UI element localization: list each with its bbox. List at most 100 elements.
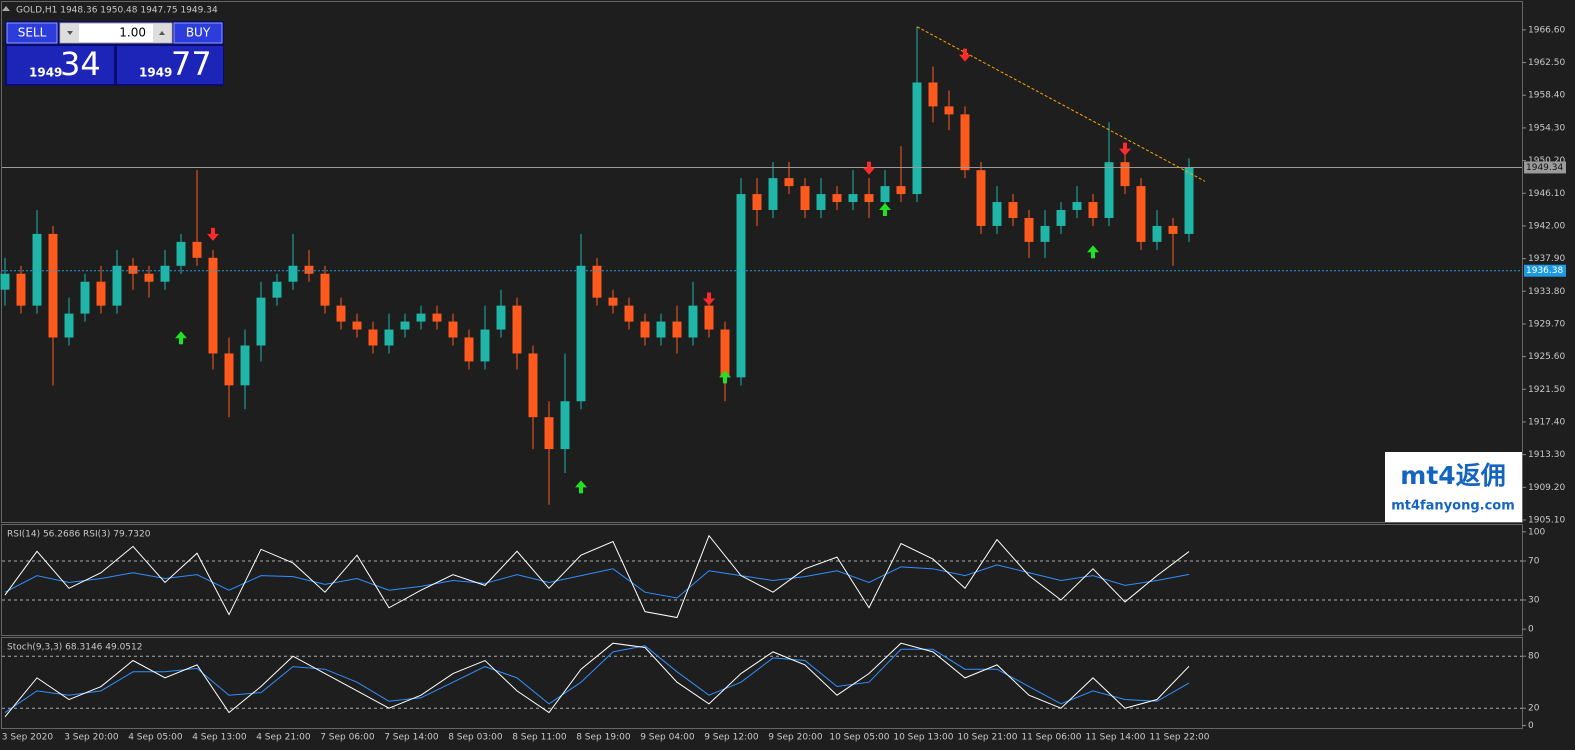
candle-body bbox=[576, 265, 586, 402]
down-arrow bbox=[703, 292, 715, 306]
y-tick-label: 70 bbox=[1528, 557, 1540, 567]
chart-title: GOLD,H1 1948.36 1950.48 1947.75 1949.34 bbox=[16, 6, 218, 16]
y-tick-label: 1966.60 bbox=[1528, 25, 1565, 35]
y-tick-label: 1909.20 bbox=[1528, 483, 1565, 493]
y-tick-label: 30 bbox=[1528, 595, 1540, 605]
x-tick-label: 3 Sep 2020 bbox=[2, 733, 54, 743]
candle-body bbox=[656, 321, 666, 338]
candle-body bbox=[304, 265, 314, 274]
down-arrow bbox=[863, 161, 875, 175]
y-tick-label: 100 bbox=[1528, 527, 1545, 537]
stoch-panel bbox=[1, 637, 1523, 729]
y-tick-label: 1913.30 bbox=[1528, 450, 1565, 460]
candle-body bbox=[432, 313, 442, 322]
candle-body bbox=[1024, 217, 1034, 242]
bid-box[interactable] bbox=[7, 46, 114, 84]
sell-button[interactable] bbox=[6, 22, 58, 44]
level-tag bbox=[1524, 264, 1566, 277]
candle-body bbox=[384, 329, 394, 346]
candle-body bbox=[176, 241, 186, 266]
buy-button[interactable] bbox=[173, 22, 223, 44]
candle-body bbox=[608, 297, 618, 306]
candle-body bbox=[416, 313, 426, 322]
candle-body bbox=[1136, 186, 1146, 242]
y-tick-label: 1925.60 bbox=[1528, 352, 1565, 362]
x-tick-label: 4 Sep 05:00 bbox=[128, 733, 183, 743]
y-tick-label: 1917.40 bbox=[1528, 417, 1565, 427]
candle-body bbox=[640, 321, 650, 338]
candle-body bbox=[704, 305, 714, 330]
y-tick-label: 1954.30 bbox=[1528, 123, 1565, 133]
up-arrow bbox=[575, 480, 587, 494]
candle-body bbox=[816, 194, 826, 210]
candle-body bbox=[16, 273, 26, 306]
down-arrow bbox=[207, 227, 219, 241]
y-tick-label: 1905.10 bbox=[1528, 516, 1565, 526]
candle-body bbox=[448, 321, 458, 338]
y-tick-label: 1962.50 bbox=[1528, 58, 1565, 68]
rsi-panel bbox=[1, 524, 1523, 636]
candle-body bbox=[848, 194, 858, 203]
candle-body bbox=[1008, 202, 1018, 218]
candle-body bbox=[1088, 202, 1098, 218]
up-arrow bbox=[175, 331, 187, 345]
x-tick-label: 9 Sep 20:00 bbox=[768, 733, 823, 743]
candle-body bbox=[832, 194, 842, 203]
logo-brand: mt4返佣 bbox=[1400, 461, 1505, 490]
indicator-line bbox=[4, 534, 1190, 619]
candle-body bbox=[352, 321, 362, 330]
candle-body bbox=[208, 257, 218, 354]
candle-body bbox=[48, 233, 58, 338]
candle-body bbox=[672, 321, 682, 338]
y-tick-label: 1950.20 bbox=[1528, 156, 1565, 166]
down-icon bbox=[67, 31, 73, 35]
candle-body bbox=[320, 273, 330, 306]
bid-big[interactable]: 1949 bbox=[29, 66, 62, 80]
candle-body bbox=[1152, 225, 1162, 242]
y-tick-label: 1921.50 bbox=[1528, 385, 1565, 395]
lots-value[interactable]: 1.00 bbox=[119, 26, 146, 40]
candle-body bbox=[896, 186, 906, 195]
candle-body bbox=[160, 265, 170, 282]
candle-body bbox=[144, 273, 154, 282]
ask-small[interactable]: 77 bbox=[171, 45, 212, 83]
y-tick-label: 80 bbox=[1528, 652, 1540, 662]
buy-label[interactable]: BUY bbox=[186, 26, 211, 40]
candle-body bbox=[32, 233, 42, 306]
indicator-line bbox=[4, 642, 1190, 718]
logo-bg bbox=[1385, 452, 1522, 522]
bid-small[interactable]: 34 bbox=[60, 45, 101, 83]
x-tick-label: 3 Sep 20:00 bbox=[64, 733, 119, 743]
x-tick-label: 8 Sep 03:00 bbox=[448, 733, 503, 743]
level-label: 1936.38 bbox=[1526, 266, 1563, 276]
candle-body bbox=[736, 194, 746, 378]
x-tick-label: 11 Sep 22:00 bbox=[1149, 733, 1209, 743]
lots-input[interactable] bbox=[59, 22, 173, 44]
x-tick-label: 10 Sep 05:00 bbox=[829, 733, 889, 743]
logo: mt4返佣 mt4fanyong.com bbox=[1385, 452, 1522, 522]
candle-body bbox=[944, 106, 954, 115]
candle-body bbox=[560, 401, 570, 450]
up-arrow bbox=[1087, 245, 1099, 259]
y-tick-label: 0 bbox=[1528, 625, 1534, 635]
candle-body bbox=[512, 305, 522, 354]
candle-body bbox=[1056, 210, 1066, 226]
down-arrow bbox=[1119, 142, 1131, 156]
candle-body bbox=[80, 281, 90, 314]
x-tick-label: 8 Sep 19:00 bbox=[576, 733, 631, 743]
ask-big[interactable]: 1949 bbox=[139, 66, 172, 80]
sell-label[interactable]: SELL bbox=[18, 26, 47, 40]
x-tick-label: 9 Sep 12:00 bbox=[704, 733, 759, 743]
candle-body bbox=[288, 265, 298, 282]
candle-body bbox=[912, 82, 922, 195]
y-tick-label: 1929.70 bbox=[1528, 319, 1565, 329]
rsi-title: RSI(14) 56.2686 RSI(3) 79.7320 bbox=[7, 530, 151, 540]
ask-box[interactable] bbox=[117, 46, 223, 84]
candle-body bbox=[800, 186, 810, 210]
y-tick-label: 1933.80 bbox=[1528, 287, 1565, 297]
x-tick-label: 7 Sep 06:00 bbox=[320, 733, 375, 743]
candle-body bbox=[976, 170, 986, 226]
indicator-line bbox=[4, 564, 1190, 599]
candle-body bbox=[1040, 225, 1050, 242]
